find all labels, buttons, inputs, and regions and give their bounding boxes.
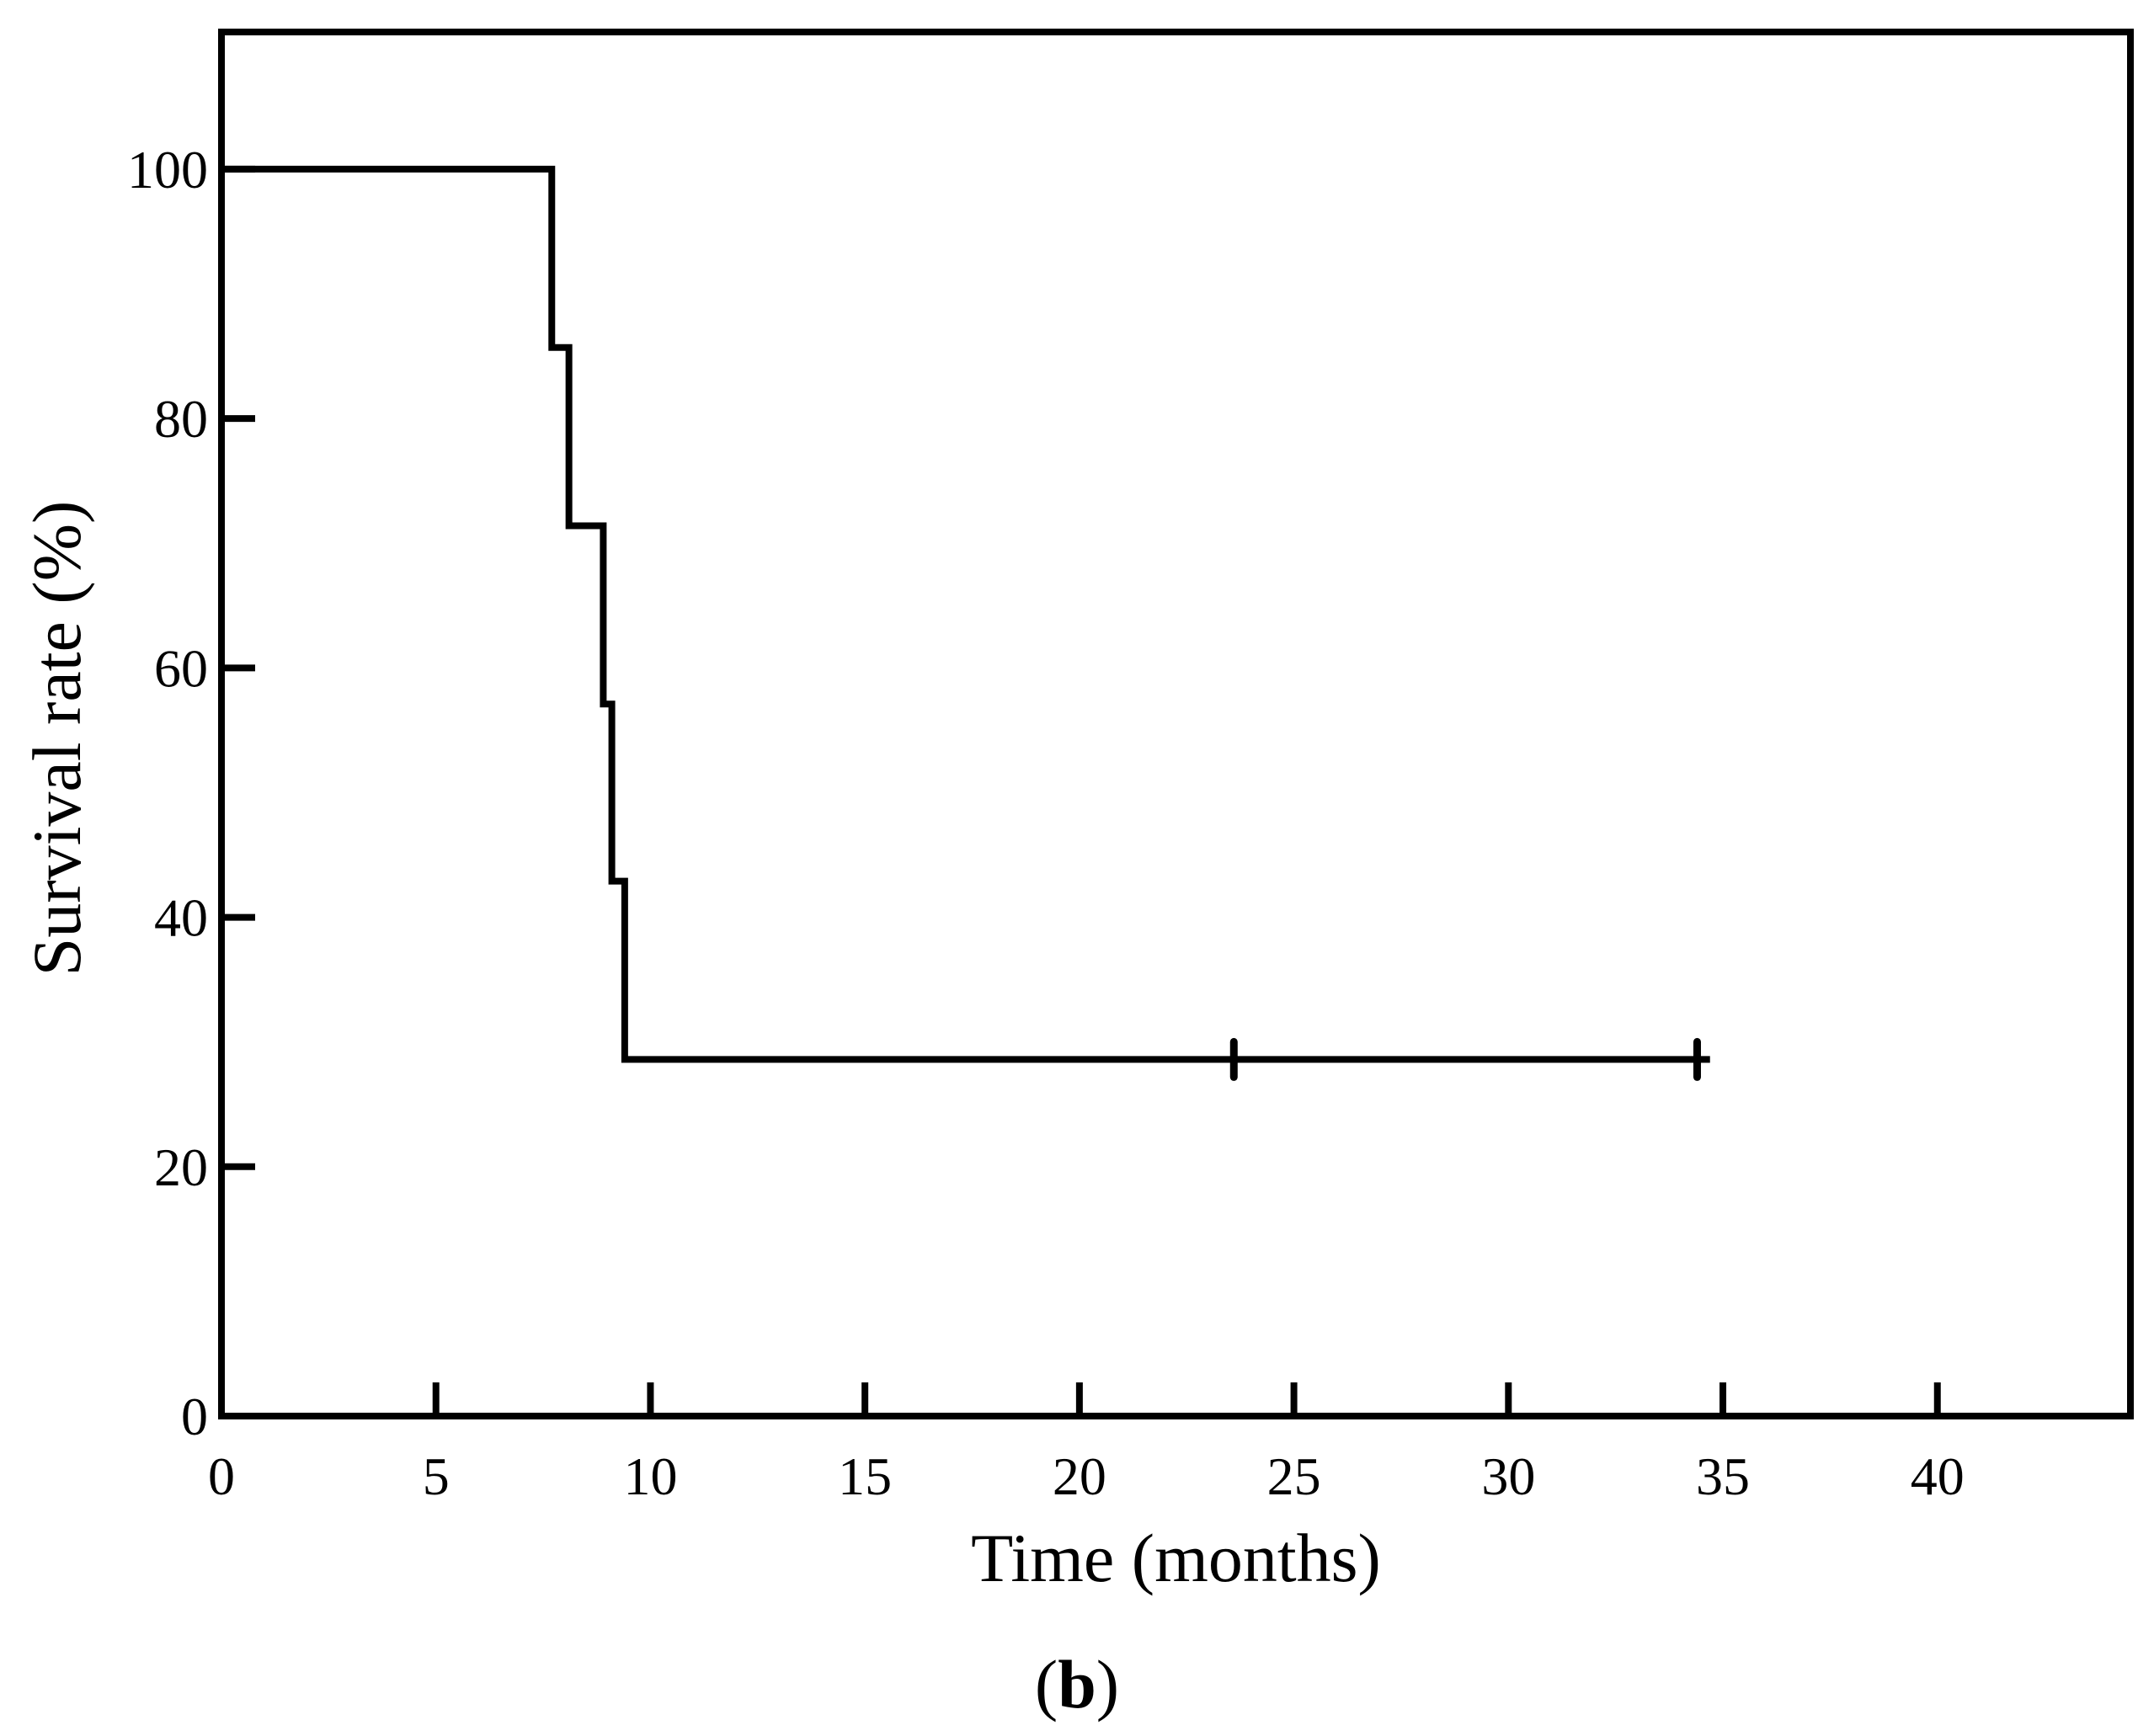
plot-frame	[218, 29, 2134, 1419]
x-tick-label: 0	[208, 1446, 235, 1506]
y-tick-label: 40	[154, 888, 208, 948]
x-tick-label: 35	[1696, 1446, 1750, 1506]
x-tick-label: 25	[1267, 1446, 1321, 1506]
y-tick-label: 100	[127, 140, 208, 200]
x-tick-label: 15	[838, 1446, 892, 1506]
caption-prefix: (	[1034, 1646, 1058, 1723]
caption-suffix: )	[1096, 1646, 1120, 1723]
x-tick-label: 30	[1481, 1446, 1535, 1506]
x-tick-label: 10	[623, 1446, 677, 1506]
y-tick-label: 0	[181, 1387, 208, 1446]
figure-caption: (b)	[0, 1646, 2154, 1723]
caption-letter: b	[1058, 1646, 1096, 1723]
y-tick-label: 20	[154, 1137, 208, 1197]
x-axis-title: Time (months)	[971, 1520, 1381, 1596]
x-tick-label: 5	[423, 1446, 450, 1506]
y-tick-label: 80	[154, 389, 208, 449]
y-axis-title: Survival rate (%)	[18, 500, 95, 977]
y-tick-label: 60	[154, 638, 208, 698]
x-tick-label: 20	[1053, 1446, 1106, 1506]
x-tick-label: 40	[1911, 1446, 1965, 1506]
survival-step-curve	[221, 165, 1710, 1063]
